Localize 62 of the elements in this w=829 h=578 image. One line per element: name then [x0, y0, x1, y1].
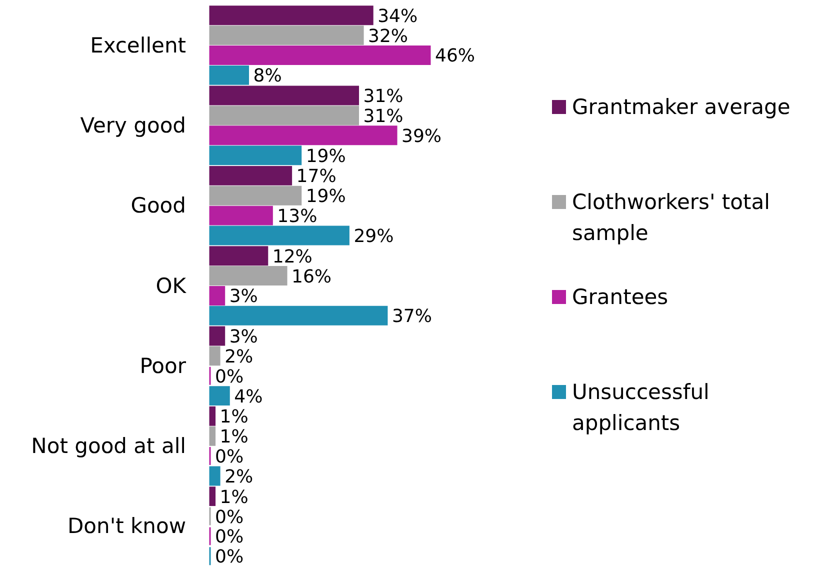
data-label: 32% [368, 26, 408, 47]
data-label: 37% [392, 306, 432, 328]
bar [209, 166, 292, 186]
data-label: 8% [253, 66, 282, 87]
bar [209, 306, 388, 326]
bar [209, 126, 398, 146]
data-label: 31% [363, 106, 404, 127]
legend-label: Grantmaker average [572, 95, 790, 119]
y-tick-label: Poor [140, 354, 186, 378]
bar [209, 46, 431, 65]
y-tick-label: Excellent [90, 33, 186, 58]
data-label: 0% [215, 446, 244, 468]
data-label: 39% [402, 126, 442, 147]
data-label: 13% [277, 206, 318, 228]
bar [209, 406, 216, 426]
bar [209, 86, 360, 106]
bar [209, 206, 273, 226]
data-label: 0% [215, 366, 244, 388]
data-label: 2% [224, 346, 254, 368]
data-label: 34% [378, 6, 418, 27]
data-label: 17% [296, 166, 336, 188]
data-label: 1% [220, 486, 248, 508]
data-label: 3% [229, 286, 258, 308]
data-label: 0% [215, 506, 244, 528]
legend-label: Grantees [572, 285, 668, 309]
data-label: 19% [306, 186, 346, 208]
bar [209, 426, 216, 446]
legend-label: Clothworkers' total sample [572, 190, 770, 245]
data-label: 0% [215, 546, 244, 568]
data-label: 12% [272, 246, 312, 268]
y-tick-label: Not good at all [31, 434, 186, 458]
data-label: 3% [229, 326, 258, 348]
data-label: 46% [435, 46, 476, 67]
bar [209, 26, 364, 46]
bar [209, 246, 268, 266]
legend-label: Unsuccessful applicants [572, 380, 710, 435]
data-label: 4% [234, 386, 263, 408]
data-label: 31% [363, 86, 404, 108]
bar [209, 106, 360, 126]
y-tick-label: OK [156, 274, 188, 298]
bar [209, 386, 230, 406]
bar [209, 146, 302, 166]
data-label: 1% [220, 406, 248, 428]
data-label: 16% [292, 266, 332, 288]
bar [209, 266, 288, 286]
bar [209, 346, 220, 366]
bar [209, 286, 226, 306]
data-label: 29% [354, 226, 394, 247]
bar [209, 486, 216, 506]
data-label: 19% [306, 146, 346, 167]
bar [209, 326, 226, 346]
y-tick-label: Good [130, 194, 186, 218]
data-label: 2% [224, 466, 254, 488]
data-label: 0% [215, 526, 244, 548]
bar [209, 226, 350, 246]
bar [209, 186, 302, 206]
y-tick-label: Very good [80, 113, 186, 138]
y-tick-label: Don't know [67, 514, 186, 538]
bar [209, 65, 250, 85]
data-label: 1% [220, 426, 248, 448]
bar [209, 6, 374, 26]
bar [209, 466, 220, 486]
